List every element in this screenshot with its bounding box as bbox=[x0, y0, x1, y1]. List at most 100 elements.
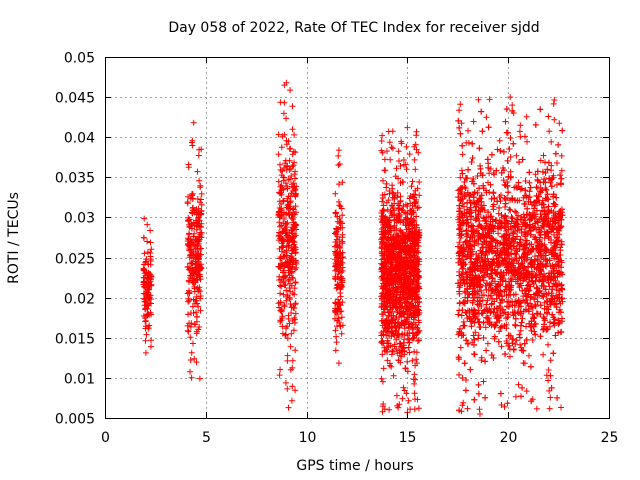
data-point bbox=[292, 249, 299, 256]
data-point bbox=[475, 335, 482, 342]
data-point bbox=[504, 314, 511, 321]
data-point bbox=[481, 307, 488, 314]
data-point bbox=[277, 290, 284, 297]
data-point bbox=[460, 256, 467, 263]
data-point bbox=[406, 330, 413, 337]
data-point bbox=[292, 203, 299, 210]
data-point bbox=[335, 296, 341, 303]
data-point bbox=[288, 173, 295, 179]
data-point bbox=[538, 282, 545, 289]
data-point bbox=[185, 311, 191, 318]
data-point bbox=[466, 307, 473, 314]
data-point bbox=[461, 203, 467, 210]
data-point bbox=[381, 283, 388, 290]
data-point bbox=[337, 218, 344, 225]
data-point bbox=[278, 212, 284, 219]
data-point bbox=[283, 247, 290, 254]
data-point bbox=[293, 190, 300, 197]
data-point bbox=[285, 404, 292, 411]
data-point bbox=[536, 287, 543, 294]
data-point bbox=[523, 222, 530, 229]
data-point bbox=[482, 358, 489, 365]
data-point bbox=[552, 219, 559, 226]
data-point bbox=[505, 235, 512, 242]
data-point bbox=[290, 327, 297, 334]
data-point bbox=[464, 315, 471, 321]
data-point bbox=[455, 250, 462, 257]
data-point bbox=[383, 245, 390, 252]
data-point bbox=[277, 190, 284, 197]
data-point bbox=[516, 300, 523, 307]
data-point bbox=[557, 300, 564, 307]
data-point bbox=[190, 275, 197, 282]
data-point bbox=[386, 139, 393, 146]
data-point bbox=[282, 379, 289, 386]
data-point bbox=[409, 178, 416, 185]
data-point bbox=[531, 328, 538, 335]
data-point bbox=[402, 299, 409, 306]
data-point bbox=[286, 157, 293, 164]
data-point bbox=[284, 293, 291, 300]
data-point bbox=[553, 281, 559, 288]
data-point bbox=[486, 262, 493, 269]
data-point bbox=[286, 320, 293, 327]
data-point bbox=[289, 224, 295, 231]
data-point bbox=[476, 300, 483, 307]
data-point bbox=[401, 314, 408, 321]
data-point bbox=[477, 234, 484, 241]
data-point bbox=[455, 280, 462, 287]
data-point bbox=[520, 254, 527, 260]
data-point bbox=[483, 286, 490, 293]
data-point bbox=[335, 360, 342, 367]
data-point bbox=[537, 157, 544, 164]
data-point bbox=[336, 319, 342, 326]
data-point bbox=[532, 303, 539, 310]
data-point bbox=[558, 175, 565, 182]
data-point bbox=[484, 340, 491, 347]
data-point bbox=[338, 314, 345, 321]
data-point bbox=[412, 265, 419, 272]
data-point bbox=[410, 319, 417, 326]
data-point bbox=[336, 181, 342, 188]
data-point bbox=[558, 259, 565, 266]
data-point bbox=[516, 159, 523, 166]
data-point bbox=[532, 121, 539, 128]
data-point bbox=[337, 322, 344, 329]
data-point bbox=[463, 227, 470, 234]
data-point bbox=[469, 276, 476, 283]
data-point bbox=[456, 208, 462, 215]
y-axis-label: ROTI / TECUs bbox=[6, 192, 22, 284]
x-tick-label: 25 bbox=[601, 430, 619, 446]
data-point bbox=[458, 231, 465, 238]
data-point bbox=[378, 311, 385, 318]
data-point bbox=[507, 94, 514, 101]
data-point bbox=[516, 275, 523, 281]
x-tick-label: 0 bbox=[101, 430, 110, 446]
data-point bbox=[528, 215, 535, 222]
data-point bbox=[463, 377, 469, 383]
data-point bbox=[184, 200, 191, 207]
data-point bbox=[558, 269, 565, 276]
data-point bbox=[482, 252, 489, 259]
data-point bbox=[198, 208, 205, 215]
data-point bbox=[415, 337, 422, 344]
data-point bbox=[388, 256, 395, 263]
data-point bbox=[291, 314, 298, 321]
data-point bbox=[477, 208, 484, 215]
data-point bbox=[404, 210, 411, 217]
data-point bbox=[476, 195, 483, 202]
data-point bbox=[380, 401, 387, 407]
data-point bbox=[286, 285, 293, 291]
y-tick-label: 0.015 bbox=[55, 332, 95, 348]
data-point bbox=[411, 143, 418, 150]
data-point bbox=[192, 237, 199, 244]
data-point bbox=[379, 149, 386, 156]
data-point bbox=[459, 170, 466, 177]
data-point bbox=[530, 315, 537, 322]
data-point bbox=[292, 347, 299, 354]
data-point bbox=[505, 220, 512, 227]
data-point bbox=[471, 396, 478, 403]
data-point bbox=[512, 250, 518, 257]
data-point bbox=[394, 286, 401, 293]
data-point bbox=[194, 168, 201, 175]
